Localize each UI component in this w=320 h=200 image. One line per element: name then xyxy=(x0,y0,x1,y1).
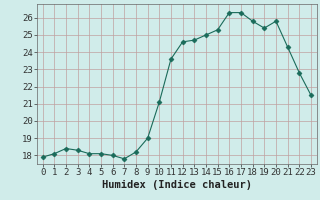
X-axis label: Humidex (Indice chaleur): Humidex (Indice chaleur) xyxy=(102,180,252,190)
